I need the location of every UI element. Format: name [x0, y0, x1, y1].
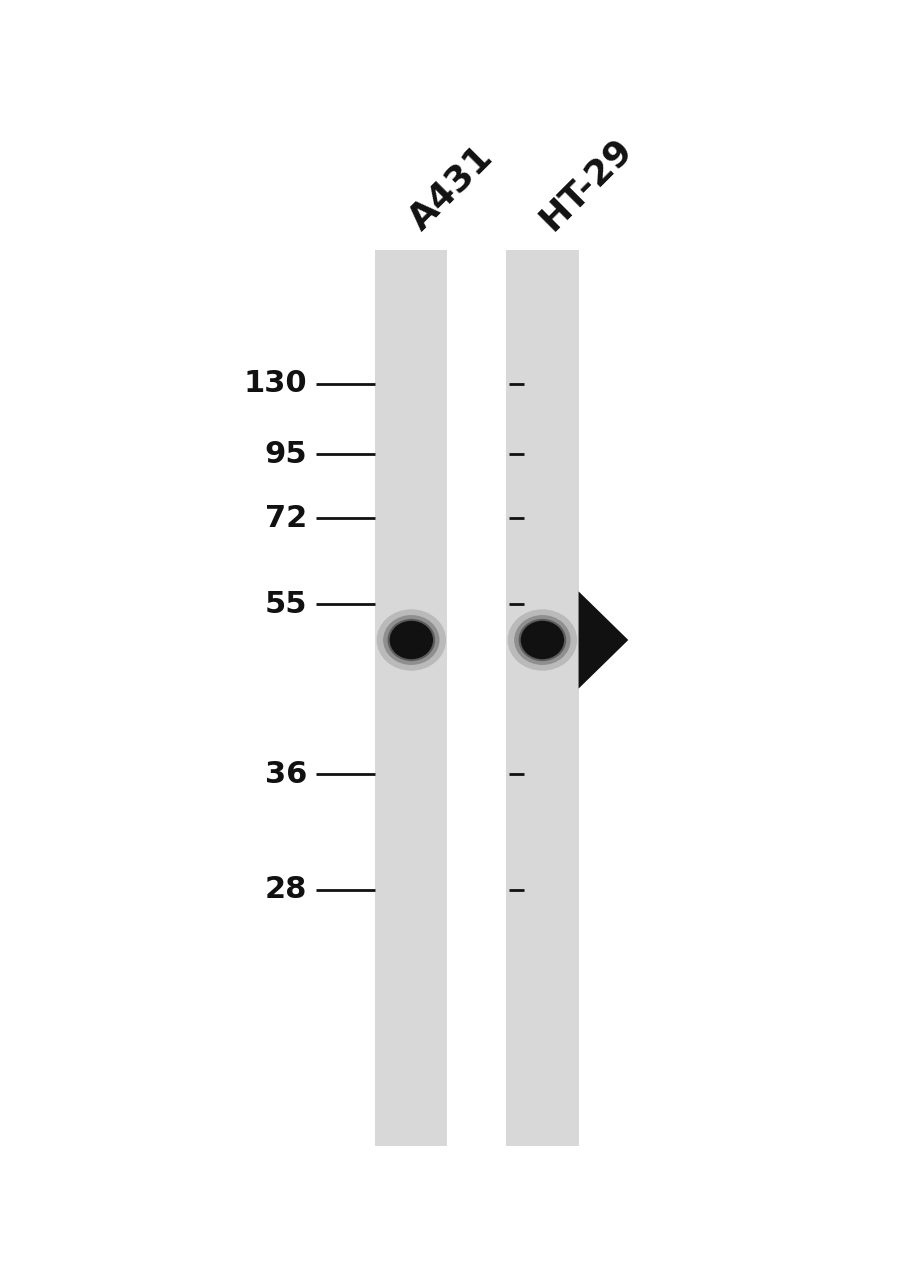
Ellipse shape — [387, 618, 434, 660]
Ellipse shape — [383, 614, 439, 666]
Ellipse shape — [518, 618, 565, 660]
Text: 55: 55 — [265, 590, 307, 618]
Bar — [506, 250, 578, 1146]
Text: 72: 72 — [265, 504, 307, 532]
Ellipse shape — [520, 621, 563, 659]
Text: 28: 28 — [265, 876, 307, 904]
Ellipse shape — [377, 609, 445, 671]
Ellipse shape — [389, 621, 433, 659]
Ellipse shape — [507, 609, 576, 671]
Bar — [375, 250, 447, 1146]
Text: 130: 130 — [244, 370, 307, 398]
Text: A431: A431 — [402, 140, 498, 237]
Text: 36: 36 — [265, 760, 307, 788]
Ellipse shape — [514, 614, 570, 666]
Text: HT-29: HT-29 — [533, 132, 638, 237]
Text: 95: 95 — [265, 440, 307, 468]
Polygon shape — [578, 591, 628, 689]
